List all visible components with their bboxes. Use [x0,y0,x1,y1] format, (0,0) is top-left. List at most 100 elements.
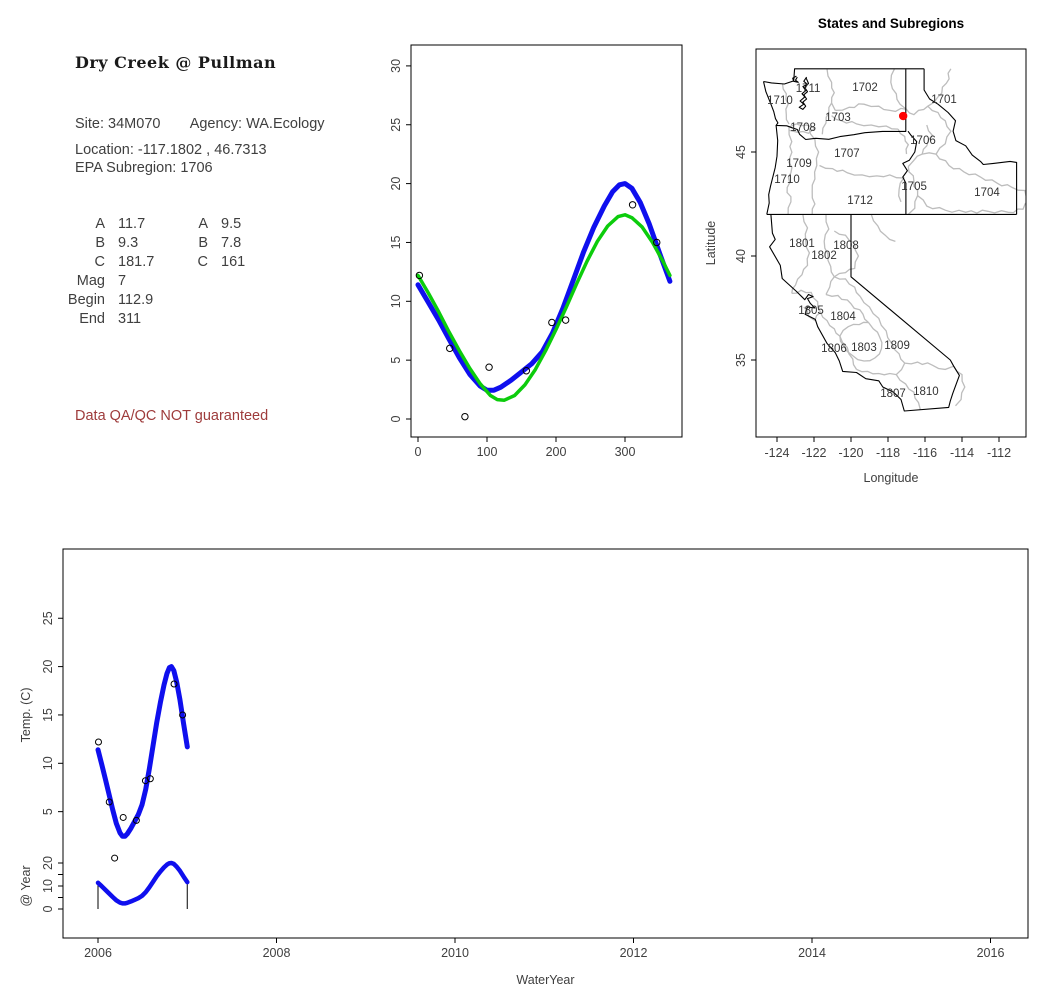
y-tick-label: 15 [390,235,403,249]
longitude-tick-label: -112 [987,446,1011,460]
temp-tick-label: 20 [41,660,55,674]
temp-tick-label: 10 [41,756,55,770]
subregion-boundary [819,311,841,337]
subregion-boundary [835,103,907,113]
subregion-boundary [897,128,910,155]
subregion-boundary [807,126,820,215]
wateryear-timeseries-plot: 2006 2008 2010 2012 2014 2016WaterYear5101520… [19,548,1029,987]
region-label: 1702 [852,82,878,94]
states-subregions-map: States and Subregions1711171017021701170… [704,16,1027,485]
subregion-boundary [839,321,883,362]
site-agency-line: Site: 34M070 Agency: WA.Ecology [75,116,325,132]
subregion-boundary [781,83,790,125]
seasonal-fit-plot: 0 100 200 300 0 5 10 15 20 25 30 [390,44,683,459]
region-label: 1804 [830,311,856,323]
region-label: 1703 [825,112,851,124]
y-tick-label: 30 [390,59,403,73]
state-outline [762,68,907,141]
state-outline [798,76,810,110]
longitude-tick-label: -114 [950,446,974,460]
observation-point [628,201,637,209]
wateryear-tick-label: 2016 [977,946,1005,960]
state-outline [769,214,960,412]
param-row: B 9.3 [95,235,139,251]
location-line: Location: -117.1802 , 46.7313 [75,142,267,158]
observation-points [94,680,187,862]
timeseries-group: 2006 2008 2010 2012 2014 2016WaterYear5101520… [19,548,1029,987]
temp-tick-label: 25 [41,611,55,625]
at-year-tick-label: 0 [41,905,55,912]
observation-point [105,798,113,806]
observation-point [119,813,127,821]
annual-mini-curve [95,860,190,906]
region-label: 1704 [974,187,1000,199]
observation-point [179,711,187,719]
subregion-boundary [819,164,905,203]
region-label: 1706 [910,135,936,147]
region-label: 1809 [884,340,910,352]
map-canvas: 1711171017021701170317081706170717091710… [762,68,1026,412]
observation-point [111,854,119,862]
region-labels: 1711171017021701170317081706170717091710… [767,82,1000,400]
wateryear-tick-label: 2014 [798,946,826,960]
param-row: C 161 [197,254,246,270]
x-tick-label: 100 [477,445,498,459]
x-axis: 0 100 200 300 [415,437,635,459]
wateryear-tick-label: 2006 [84,946,112,960]
observation-point [146,775,154,783]
state-outline [902,130,918,215]
region-label: 1711 [796,83,821,95]
wateryear-tick-label: 2012 [620,946,648,960]
fit-green-curve [416,213,672,402]
at-year-axis: 0 10 20 @ Year [19,856,63,912]
fit-parameters-col1: A 11.7 B 9.3 C 181.7 Mag 7 Begin 112.9 End 311 [40,215,190,329]
latitude-tick-label: 35 [734,353,748,367]
observation-point [548,318,556,327]
subregion-boundary [831,115,899,130]
epa-subregion-line: EPA Subregion: 1706 [75,160,213,176]
latitude-tick-label: 45 [734,145,748,159]
subregion-boundary [834,276,861,298]
subregion-boundary [788,123,817,135]
observation-point [561,316,570,324]
latitude-axis-title: Latitude [704,221,718,266]
site-id: Site: 34M070 [75,116,161,132]
y-axis: 0 5 10 15 20 25 30 [390,59,411,422]
map-group: States and Subregions1711171017021701170… [704,16,1027,485]
region-label: 1807 [880,388,906,400]
longitude-tick-label: -118 [876,446,900,460]
longitude-tick-label: -122 [801,446,826,460]
region-label: 1802 [811,250,837,262]
fit-blue-curve [415,181,673,393]
y-tick-label: 20 [390,177,403,191]
param-row: C 181.7 [94,254,155,270]
subregion-boundary [826,68,836,111]
subregion-boundaries [781,68,1026,411]
subregion-boundary [839,335,858,370]
state-outline [792,75,799,83]
agency: Agency: WA.Ecology [189,116,325,132]
region-label: 1710 [774,174,800,186]
state-outline [923,68,1018,215]
longitude-axis: -124 -122 -120 -118 -116 -114 -112 Longitude [764,437,1011,485]
observation-point [94,738,102,746]
y-tick-label: 10 [390,294,403,308]
site-title: Dry Creek @ Pullman [75,53,277,72]
at-year-axis-title: @ Year [19,865,33,906]
region-label: 1805 [798,305,824,317]
subregion-boundary [906,68,952,116]
observation-points [415,201,661,421]
subregion-boundary [921,124,934,155]
temp-axis-title: Temp. (C) [19,688,33,743]
param-row: Mag 7 [76,273,127,289]
longitude-tick-label: -120 [838,446,863,460]
at-year-tick-label: 10 [41,879,55,893]
param-row: End 311 [79,311,142,327]
region-label: 1710 [767,95,793,107]
subregion-boundary [907,166,919,215]
observation-point [415,271,424,280]
y-tick-label: 25 [390,118,403,132]
param-row: Begin 112.9 [67,292,154,308]
observation-point [170,680,178,688]
